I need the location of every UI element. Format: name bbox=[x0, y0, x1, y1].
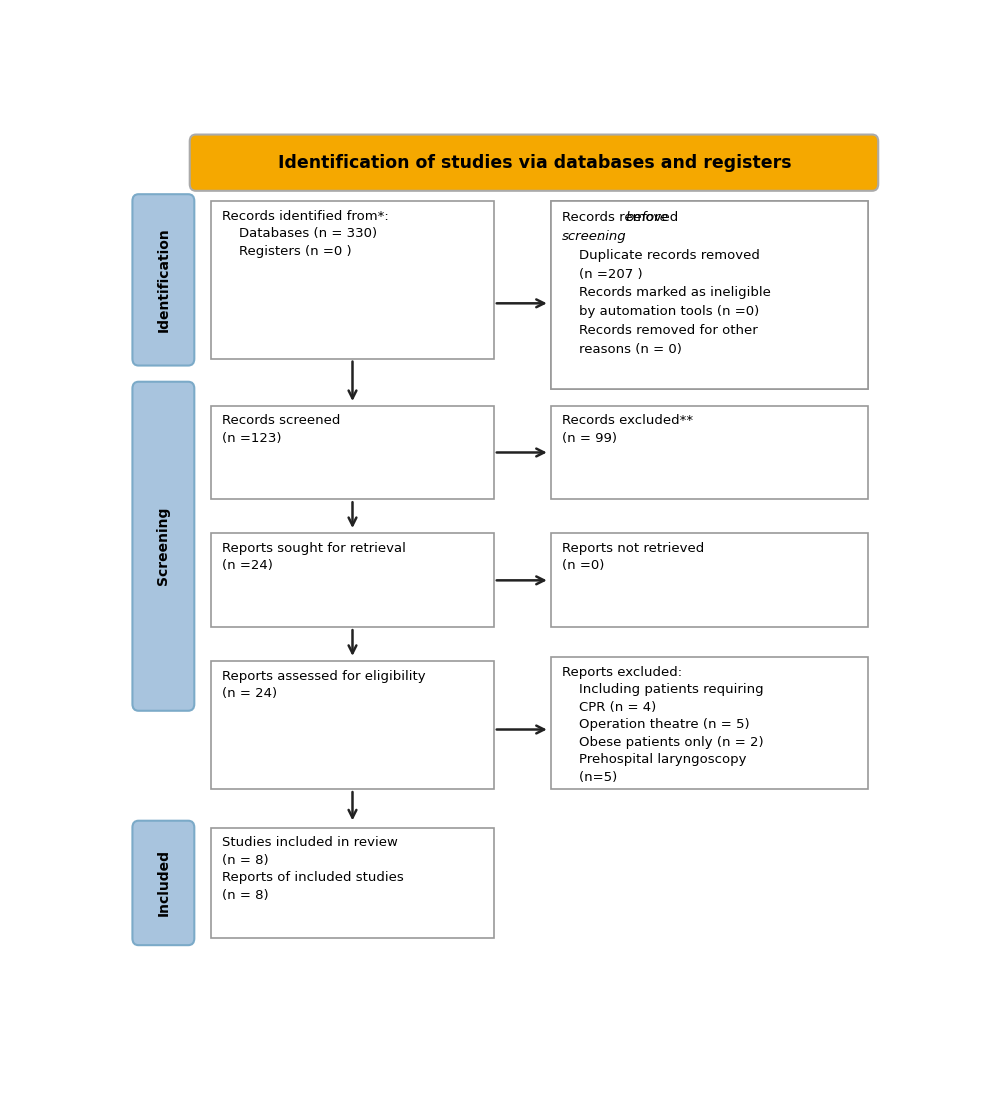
Text: Records identified from*:
    Databases (n = 330)
    Registers (n =0 ): Records identified from*: Databases (n =… bbox=[222, 209, 388, 258]
Text: Records screened
(n =123): Records screened (n =123) bbox=[222, 414, 340, 445]
FancyBboxPatch shape bbox=[211, 405, 494, 499]
Text: Records excluded**
(n = 99): Records excluded** (n = 99) bbox=[562, 414, 693, 445]
Text: Records marked as ineligible: Records marked as ineligible bbox=[562, 287, 771, 299]
Text: Reports sought for retrieval
(n =24): Reports sought for retrieval (n =24) bbox=[222, 542, 405, 572]
Text: Reports not retrieved
(n =0): Reports not retrieved (n =0) bbox=[562, 542, 704, 572]
FancyBboxPatch shape bbox=[211, 201, 494, 359]
Text: screening: screening bbox=[562, 230, 626, 244]
Text: Reports excluded:
    Including patients requiring
    CPR (n = 4)
    Operation: Reports excluded: Including patients req… bbox=[562, 665, 763, 784]
FancyBboxPatch shape bbox=[189, 135, 879, 190]
FancyBboxPatch shape bbox=[211, 661, 494, 789]
Text: Records removed: Records removed bbox=[562, 211, 682, 225]
Text: Duplicate records removed: Duplicate records removed bbox=[562, 249, 760, 261]
FancyBboxPatch shape bbox=[132, 382, 194, 711]
FancyBboxPatch shape bbox=[211, 534, 494, 628]
Text: Records removed for other: Records removed for other bbox=[562, 323, 757, 337]
FancyBboxPatch shape bbox=[551, 201, 869, 389]
FancyBboxPatch shape bbox=[551, 658, 869, 789]
Text: (n =207 ): (n =207 ) bbox=[562, 268, 643, 280]
Text: by automation tools (n =0): by automation tools (n =0) bbox=[562, 306, 759, 318]
FancyBboxPatch shape bbox=[132, 194, 194, 365]
Text: Screening: Screening bbox=[157, 507, 171, 586]
Text: Identification: Identification bbox=[157, 228, 171, 332]
Text: Reports assessed for eligibility
(n = 24): Reports assessed for eligibility (n = 24… bbox=[222, 670, 425, 701]
Text: Records removed 
screening
    Duplicate records removed
    (n =207 )
    Recor: Records removed screening Duplicate reco… bbox=[562, 209, 771, 345]
Text: reasons (n = 0): reasons (n = 0) bbox=[562, 342, 681, 355]
FancyBboxPatch shape bbox=[551, 405, 869, 499]
Text: Studies included in review
(n = 8)
Reports of included studies
(n = 8): Studies included in review (n = 8) Repor… bbox=[222, 836, 403, 901]
FancyBboxPatch shape bbox=[211, 828, 494, 939]
FancyBboxPatch shape bbox=[551, 201, 869, 389]
Text: Identification of studies via databases and registers: Identification of studies via databases … bbox=[277, 154, 791, 172]
Text: Included: Included bbox=[157, 849, 171, 917]
FancyBboxPatch shape bbox=[551, 534, 869, 628]
Text: before: before bbox=[625, 211, 669, 225]
FancyBboxPatch shape bbox=[132, 820, 194, 945]
Text: :: : bbox=[598, 230, 602, 244]
